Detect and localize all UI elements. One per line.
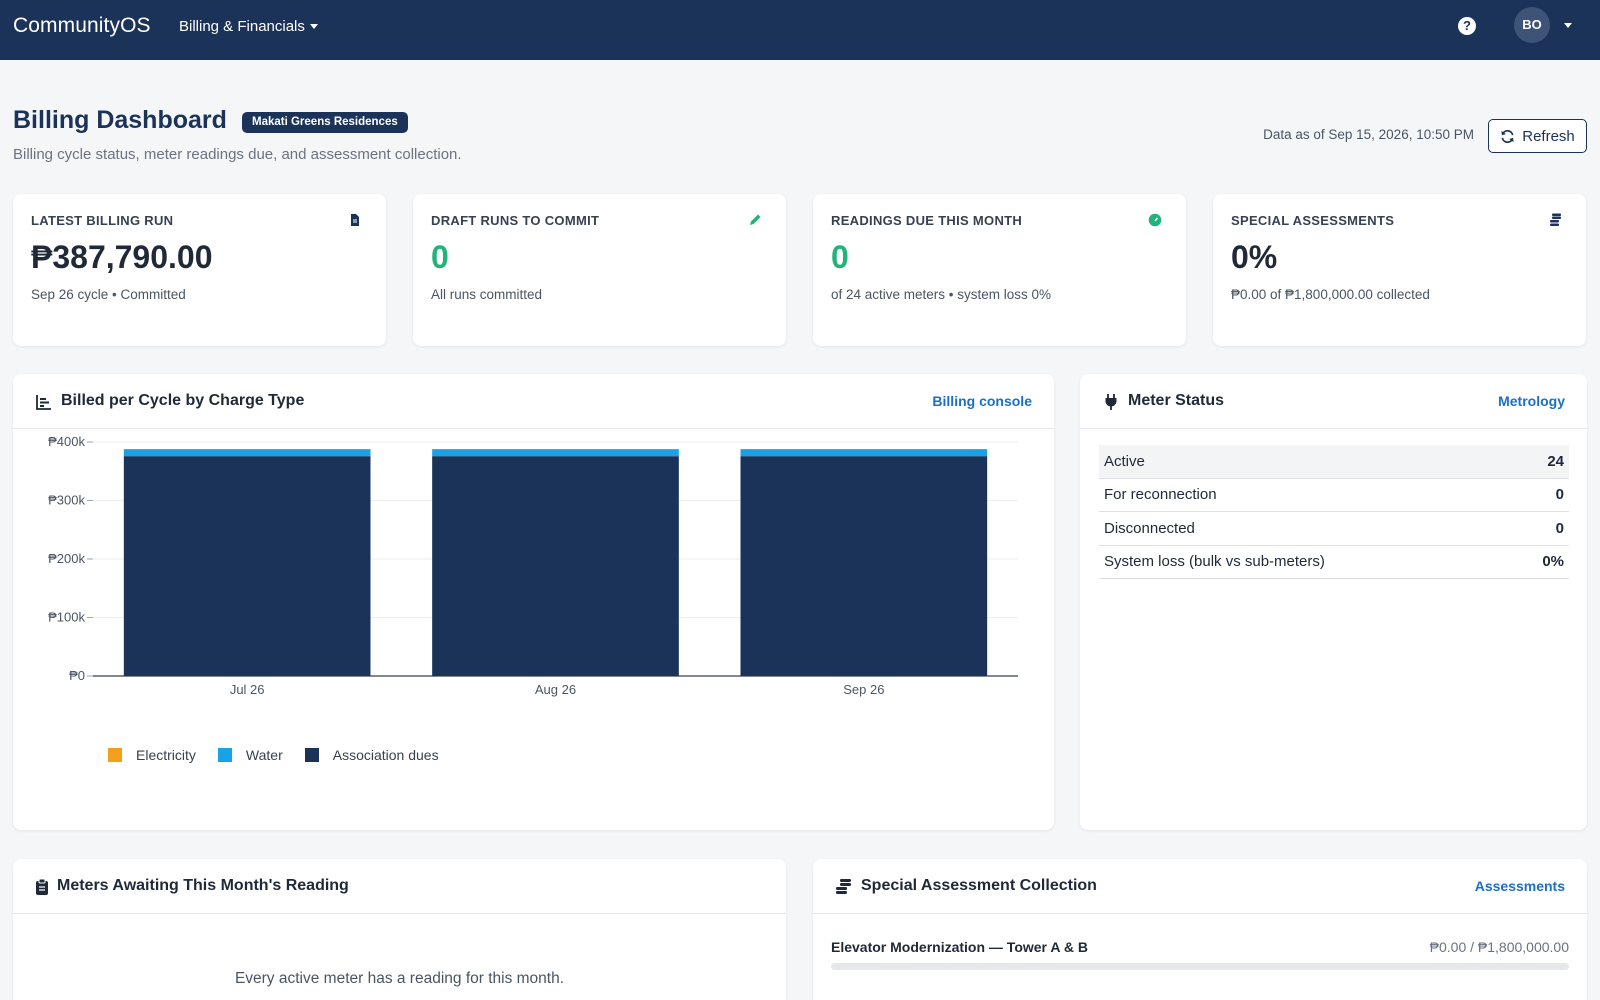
coins-icon (1550, 213, 1561, 226)
billing-chart-panel: Billed per Cycle by Charge Type Billing … (13, 374, 1054, 830)
pencil-icon (750, 214, 761, 225)
row-label: For reconnection (1104, 486, 1217, 504)
panel-title: Meter Status (1128, 392, 1225, 409)
community-badge: Makati Greens Residences (242, 112, 408, 133)
user-menu-chevron-icon[interactable] (1564, 23, 1572, 28)
document-icon (351, 214, 359, 226)
y-tick-label: ₱200k (48, 551, 85, 566)
kpi-special-assessments: SPECIAL ASSESSMENTS 0% ₱0.00 of ₱1,800,0… (1213, 194, 1586, 346)
brand-logo[interactable]: CommunityOS (13, 14, 151, 37)
user-avatar[interactable]: BO (1514, 7, 1550, 43)
nav-menu-label: Billing & Financials (179, 18, 305, 35)
row-value: 0 (1555, 486, 1564, 504)
assessments-link[interactable]: Assessments (1474, 878, 1565, 894)
billing-financials-menu[interactable]: Billing & Financials (179, 18, 318, 35)
chevron-down-icon (309, 24, 318, 29)
legend-label: Water (245, 747, 283, 763)
data-timestamp: Data as of Sep 15, 2026, 10:50 PM (1263, 127, 1474, 142)
legend-swatch (217, 748, 232, 762)
table-row: Disconnected 0 (1099, 512, 1569, 546)
assessment-progress-bar (831, 963, 1569, 970)
assessment-name: Elevator Modernization — Tower A & B (831, 939, 1088, 955)
bar-segment (432, 449, 679, 457)
bar-segment (740, 449, 988, 457)
row-label: Active (1104, 452, 1145, 470)
help-icon[interactable]: ? (1458, 17, 1476, 35)
x-tick-label: Aug 26 (535, 682, 576, 697)
x-tick-label: Jul 26 (230, 682, 265, 697)
y-tick-label: ₱400k (48, 434, 85, 449)
legend-label: Electricity (136, 747, 196, 763)
legend-label: Association dues (332, 747, 439, 763)
panel-header: Meter Status Metrology (1080, 374, 1587, 429)
kpi-readings-due: READINGS DUE THIS MONTH 0 of 24 active m… (813, 194, 1186, 346)
refresh-icon (1501, 129, 1514, 143)
special-assessment-panel: Special Assessment Collection Assessment… (813, 859, 1587, 1000)
x-tick-label: Sep 26 (843, 682, 884, 697)
kpi-label: SPECIAL ASSESSMENTS (1231, 213, 1395, 228)
meter-status-table: Active 24 For reconnection 0 Disconnecte… (1099, 445, 1569, 579)
page-subtitle: Billing cycle status, meter readings due… (13, 146, 462, 163)
kpi-value: 0 (431, 239, 449, 275)
kpi-draft-runs: DRAFT RUNS TO COMMIT 0 All runs committe… (413, 194, 786, 346)
legend-swatch (108, 748, 122, 762)
kpi-label: LATEST BILLING RUN (31, 213, 174, 228)
meters-awaiting-panel: Meters Awaiting This Month's Reading Eve… (13, 859, 786, 1000)
kpi-label: READINGS DUE THIS MONTH (831, 213, 1023, 228)
refresh-button[interactable]: Refresh (1488, 119, 1587, 153)
kpi-subtext: Sep 26 cycle • Committed (31, 287, 186, 302)
panel-header: Meters Awaiting This Month's Reading (13, 859, 786, 914)
panel-title: Meters Awaiting This Month's Reading (57, 877, 349, 894)
y-tick-label: ₱300k (48, 493, 85, 508)
empty-state-message: Every active meter has a reading for thi… (234, 970, 565, 987)
kpi-latest-billing-run: LATEST BILLING RUN ₱387,790.00 Sep 26 cy… (13, 194, 386, 346)
bar-segment (123, 449, 371, 457)
clipboard-icon (36, 878, 48, 895)
panel-header: Special Assessment Collection Assessment… (813, 859, 1587, 914)
legend-swatch (304, 748, 319, 762)
panel-title: Special Assessment Collection (861, 877, 1097, 894)
row-value: 0% (1542, 553, 1564, 571)
page-title: Billing Dashboard (13, 106, 227, 134)
kpi-subtext: All runs committed (431, 287, 543, 302)
assessment-amount: ₱0.00 / ₱1,800,000.00 (1429, 939, 1569, 955)
kpi-subtext: ₱0.00 of ₱1,800,000.00 collected (1231, 287, 1430, 302)
row-value: 24 (1547, 452, 1564, 470)
y-tick-label: ₱100k (48, 610, 85, 625)
kpi-subtext: of 24 active meters • system loss 0% (831, 287, 1052, 302)
legend-item[interactable]: Water (217, 747, 283, 763)
table-row: For reconnection 0 (1099, 479, 1569, 512)
top-navbar: CommunityOS Billing & Financials ? BO (0, 0, 1600, 60)
kpi-value: ₱387,790.00 (31, 239, 213, 275)
row-value: 0 (1555, 519, 1564, 537)
gauge-icon (1148, 213, 1162, 227)
table-row: Active 24 (1099, 445, 1569, 479)
kpi-value: 0% (1231, 239, 1278, 275)
chart-legend: Electricity Water Association dues (108, 747, 439, 763)
metrology-link[interactable]: Metrology (1498, 393, 1565, 409)
coins-icon (836, 879, 851, 894)
billed-per-cycle-chart: ₱0 ₱100k ₱200k ₱300k ₱400k Jul 26 Aug 26 Sep 26 (48, 434, 1018, 697)
billing-console-link[interactable]: Billing console (932, 393, 1032, 409)
panel-title: Billed per Cycle by Charge Type (61, 392, 305, 409)
y-tick-label: ₱0 (69, 668, 85, 683)
bar-segment (123, 456, 371, 676)
row-label: Disconnected (1104, 519, 1195, 537)
plug-icon (1105, 394, 1117, 410)
legend-item[interactable]: Electricity (108, 747, 196, 763)
kpi-label: DRAFT RUNS TO COMMIT (431, 213, 600, 228)
legend-item[interactable]: Association dues (304, 747, 439, 763)
kpi-value: 0 (831, 239, 849, 275)
row-label: System loss (bulk vs sub-meters) (1104, 553, 1325, 571)
bar-segment (740, 456, 988, 676)
table-row: System loss (bulk vs sub-meters) 0% (1099, 546, 1569, 579)
refresh-label: Refresh (1522, 127, 1575, 145)
meter-status-panel: Meter Status Metrology Active 24 For rec… (1080, 374, 1587, 830)
bar-segment (432, 456, 679, 676)
panel-header: Billed per Cycle by Charge Type Billing … (13, 374, 1054, 429)
chart-bar-icon (36, 395, 51, 410)
